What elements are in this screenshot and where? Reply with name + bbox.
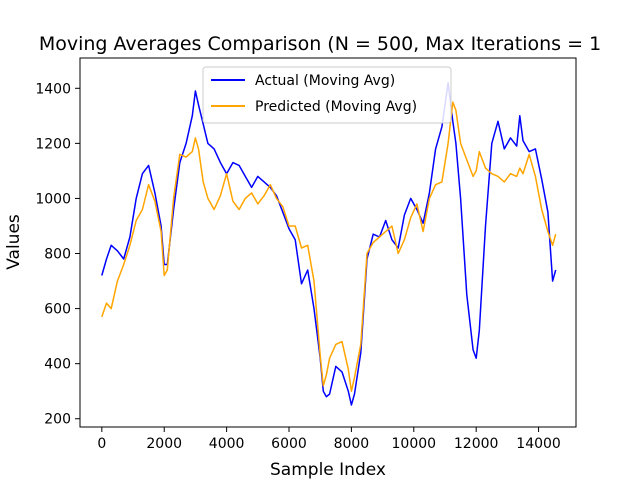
- y-tick-label: 1400: [35, 81, 71, 97]
- x-tick-label: 8000: [334, 436, 370, 452]
- legend: Actual (Moving Avg) Predicted (Moving Av…: [202, 66, 452, 124]
- legend-box: [202, 66, 452, 124]
- x-tick-label: 14000: [516, 436, 561, 452]
- y-axis-label: Values: [4, 214, 24, 270]
- legend-label-predicted: Predicted (Moving Avg): [255, 99, 417, 115]
- x-tick-label: 0: [97, 436, 106, 452]
- y-tick-label: 1000: [35, 191, 71, 207]
- legend-label-actual: Actual (Moving Avg): [255, 73, 395, 89]
- x-tick-label: 6000: [271, 436, 307, 452]
- y-tick-label: 800: [44, 247, 71, 263]
- x-tick-label: 2000: [146, 436, 182, 452]
- series-actual-line: [101, 82, 557, 406]
- y-tick-label: 200: [44, 412, 71, 428]
- chart-title: Moving Averages Comparison (N = 500, Max…: [39, 33, 601, 55]
- x-axis-label: Sample Index: [270, 460, 386, 480]
- x-tick-label: 10000: [392, 436, 437, 452]
- y-tick-label: 1200: [35, 136, 71, 152]
- x-axis-ticks: 0 2000 4000 6000 8000 10000 12000 14000: [97, 427, 561, 452]
- y-tick-label: 400: [44, 357, 71, 373]
- y-axis-ticks: 200 400 600 800 1000 1200 1400: [35, 81, 80, 428]
- series-predicted-line: [101, 101, 557, 392]
- plot-frame: [79, 57, 577, 428]
- y-tick-label: 600: [44, 302, 71, 318]
- x-tick-label: 12000: [454, 436, 499, 452]
- series-group: [101, 82, 557, 406]
- x-tick-label: 4000: [209, 436, 245, 452]
